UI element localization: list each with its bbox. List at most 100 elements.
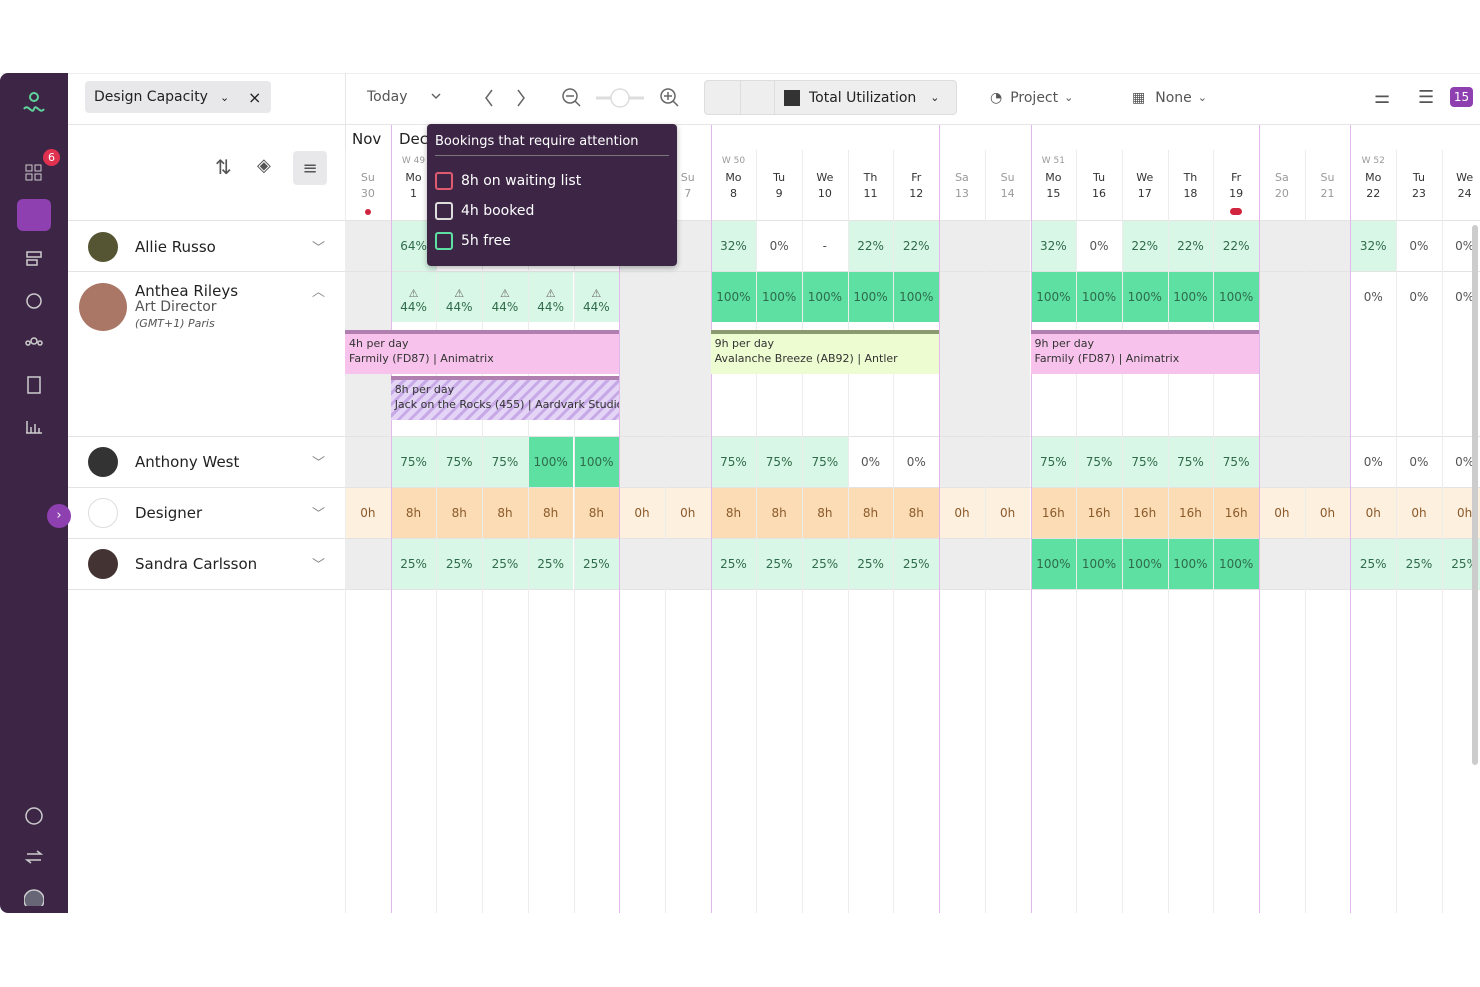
today-button[interactable]: Today [367,89,408,105]
cell-value: 0h [1319,506,1336,520]
cell: 22% [847,221,894,271]
cell-value: 8h [451,506,467,520]
tooltip-item: 8h on waiting list [435,166,669,196]
group-select[interactable]: ▦ None ⌄ [1132,89,1207,106]
project-label: Project [1010,89,1059,106]
cell: 22% [1213,221,1259,271]
cell: 75% [436,437,483,487]
expand-button[interactable]: › [47,504,71,528]
booking[interactable]: 9h per day Avalanche Breeze (AB92) | Antl… [710,330,940,374]
cell: 0h [1396,488,1442,538]
cell: 0% [893,437,940,487]
expand-toggle[interactable]: ﹀ [312,456,326,471]
cell-value: - [822,239,828,253]
expand-toggle[interactable]: ﹀ [312,507,326,522]
utilization-select[interactable]: Total Utilization ⌄ [784,81,940,114]
column-line [756,150,758,913]
cell: 100% [1213,539,1259,589]
nav-active[interactable] [17,199,51,231]
cell: 100% [1076,272,1122,322]
expand-toggle[interactable]: ﹀ [312,558,326,573]
expand-toggle[interactable]: ︿ [312,285,326,300]
cell-value: 0% [1409,290,1429,304]
cell-value: 25% [720,557,747,571]
cell-value: 32% [1040,239,1067,253]
cell: ⚠ 44% [573,272,620,322]
view-select[interactable]: Design Capacity ⌄ [85,81,271,113]
cell-value: 25% [583,557,610,571]
cell-value: 25% [811,557,839,571]
booking-project: Avalanche Breeze (AB92) | Antler [714,352,898,365]
nav-icon[interactable] [24,163,44,183]
layers-icon[interactable]: ◈ [257,155,271,176]
expand-toggle[interactable]: ﹀ [312,241,326,256]
day-label: Mo [1045,171,1062,184]
cell-value: 0h [680,506,696,520]
cell-value: 25% [902,557,930,571]
day-label: We [816,171,834,184]
person-name: Sandra Carlsson [135,555,258,573]
divider [740,81,741,114]
date-label: 11 [863,187,878,200]
cell: 75% [710,437,757,487]
day-label: Mo [1365,171,1382,184]
nav-bottom[interactable] [24,806,44,906]
column-line [984,150,986,913]
cell: 100% [847,272,894,322]
date-label: 30 [360,187,375,200]
settings-icon[interactable]: ⚌ [1374,87,1391,108]
cell-value: 100% [1218,290,1254,304]
booking[interactable]: 4h per day Farmily (FD87) | Animatrix [345,330,620,374]
sort-icon[interactable]: ⇅ [215,155,232,179]
nav-icons[interactable] [24,249,44,499]
cell: 100% [893,272,940,322]
booking-project: Farmily (FD87) | Animatrix [1034,352,1180,365]
filter-icon[interactable]: ≡ [293,151,327,185]
cell: 75% [756,437,802,487]
day-label: Sa [955,171,969,184]
cell-value: 0% [1455,455,1475,469]
cell-value: 22% [1131,239,1159,253]
booking[interactable]: 8h per day Jack on the Rocks (455) | Aard… [390,376,620,420]
cell-value: 0% [1089,239,1109,253]
cell-value: 16h [1041,506,1065,520]
column-line [1213,150,1215,913]
cell: 25% [1396,539,1442,589]
nav-controls[interactable] [428,86,688,110]
list-icon[interactable]: ☰ [1418,87,1435,108]
cell: 22% [1167,221,1214,271]
day-label: Fr [1231,171,1242,184]
cell: 100% [527,437,574,487]
cell: ⚠ 44% [527,272,574,322]
cell: ⚠ 44% [482,272,528,322]
column-line [527,150,529,913]
date-label: 13 [954,187,969,200]
column-line [1304,150,1306,913]
cell: 25% [482,539,528,589]
toolbar [68,73,1480,125]
cell-value: 75% [1040,455,1067,469]
cell: 25% [847,539,894,589]
cell: 75% [482,437,528,487]
utilization-group[interactable] [704,80,957,115]
avatar [88,549,118,579]
close-button[interactable]: × [248,87,262,107]
cell-value: 0% [1455,290,1475,304]
cell-value: 8h [771,506,787,520]
logo [23,92,45,112]
day-label: Su [680,171,695,184]
project-select[interactable]: ◔ Project ⌄ [990,89,1074,106]
cell: 100% [710,272,757,322]
header-line [68,220,1480,221]
cell: 100% [1076,539,1122,589]
cell-value: 8h [497,506,513,520]
column-line [390,125,392,913]
cell-value: 100% [533,455,568,469]
booking[interactable]: 9h per day Farmily (FD87) | Animatrix [1030,330,1259,374]
cell-value: 16h [1087,506,1111,520]
cell-value: 25% [1451,557,1478,571]
day-label: Tu [1093,171,1106,184]
cell-value: 25% [1359,557,1387,571]
date-label: 23 [1411,187,1426,200]
